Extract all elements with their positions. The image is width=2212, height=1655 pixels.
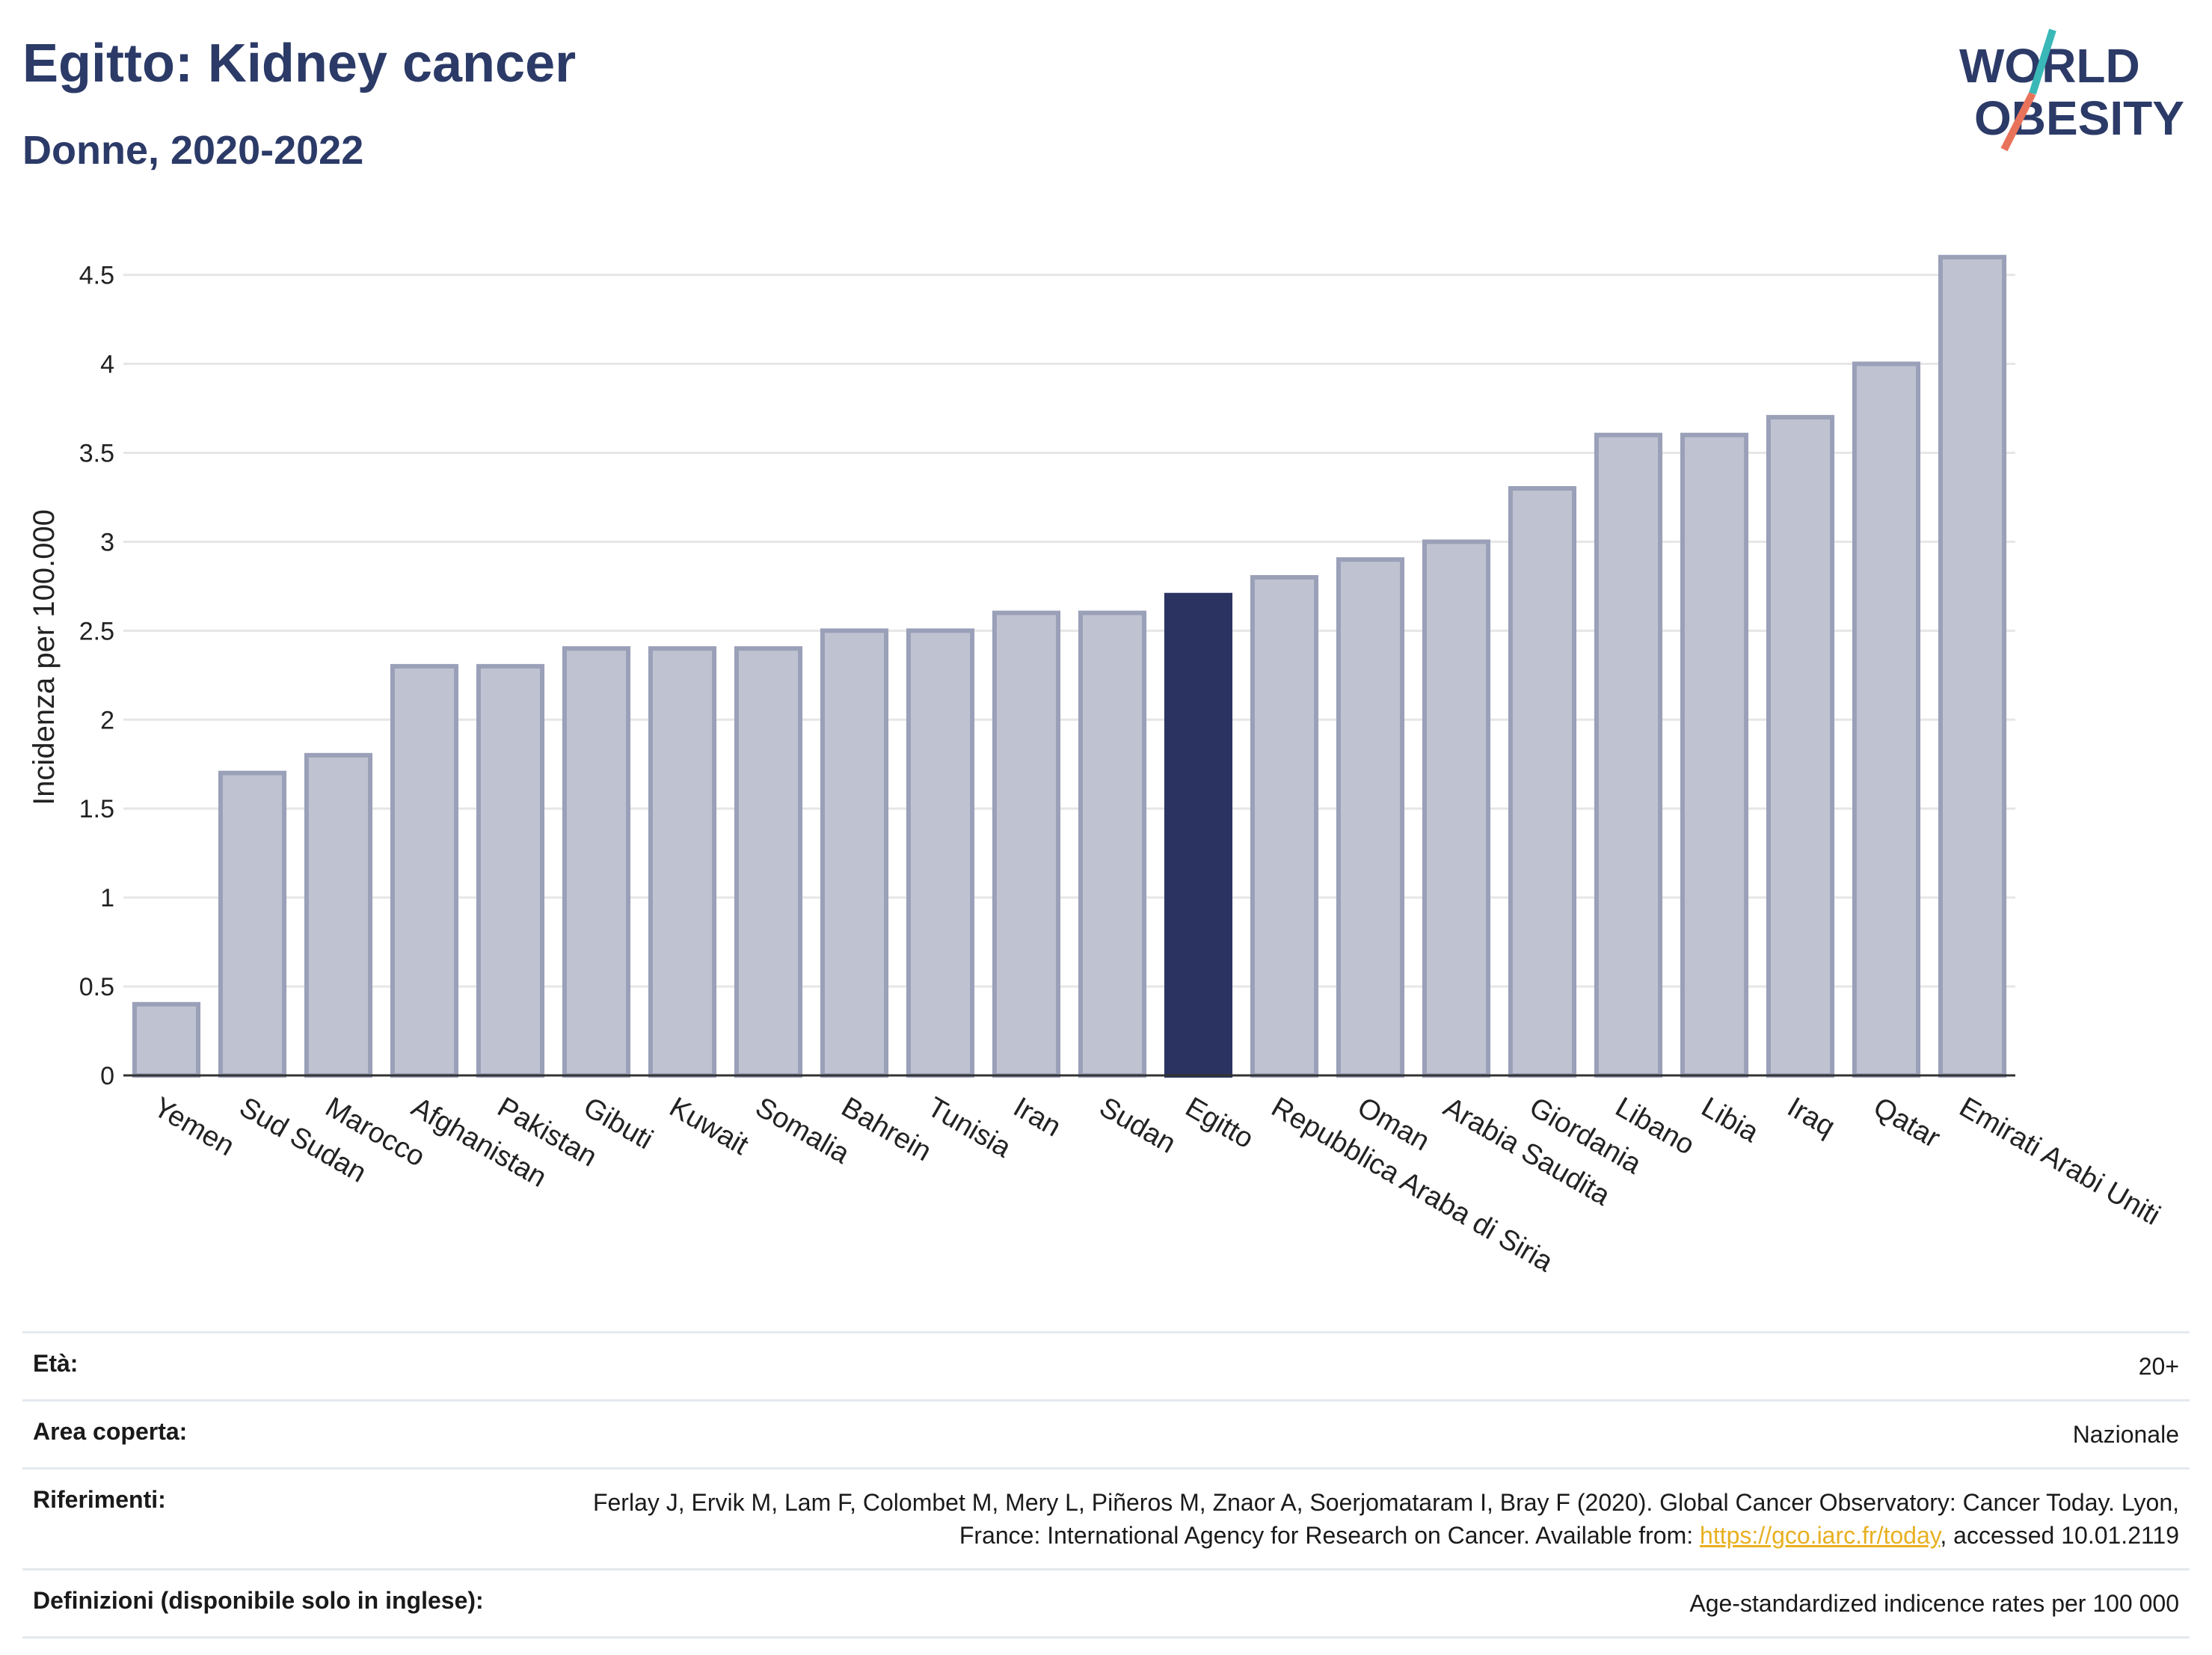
y-tick-label: 1.5 [79, 795, 114, 823]
bar [1766, 414, 1835, 1078]
bar [648, 646, 717, 1078]
page-subtitle: Donne, 2020-2022 [22, 128, 364, 173]
x-tick-label: Iraq [1782, 1091, 1840, 1143]
page-title: Egitto: Kidney cancer [22, 34, 577, 93]
reference-text: Ferlay J, Ervik M, Lam F, Colombet M, Me… [592, 1489, 2179, 1549]
x-tick-label: Libia [1696, 1091, 1764, 1149]
meta-row-references: Riferimenti: Ferlay J, Ervik M, Lam F, C… [22, 1467, 2190, 1568]
y-tick-label: 2 [100, 706, 114, 734]
bar [218, 770, 287, 1078]
y-tick-label: 4.5 [79, 262, 114, 290]
meta-label: Riferimenti: [33, 1486, 166, 1513]
x-tick-label: Tunisia [922, 1091, 1017, 1164]
y-tick-label: 3 [100, 528, 114, 556]
x-tick-label: Iran [1008, 1091, 1066, 1143]
bar [304, 752, 373, 1078]
y-tick-label: 2.5 [79, 617, 114, 645]
metadata-table: Età: 20+ Area coperta: Nazionale Riferim… [22, 1331, 2190, 1639]
meta-value: Age-standardized indicence rates per 100… [1689, 1590, 2179, 1617]
y-tick-label: 0.5 [79, 973, 114, 1001]
bar [906, 628, 975, 1078]
reference-accessed: , accessed 10.01.2119 [1940, 1522, 2179, 1549]
logo-slash-teal [2029, 28, 2056, 95]
meta-row-definitions: Definizioni (disponibile solo in inglese… [22, 1568, 2190, 1639]
x-tick-label: Egitto [1180, 1091, 1259, 1155]
bar [992, 610, 1061, 1078]
bar [734, 646, 803, 1078]
y-axis-ticks: 0 0.5 1 1.5 2 2.5 3 3.5 4 4.5 [79, 262, 114, 1090]
bar [1680, 432, 1749, 1078]
y-axis-label: Incidenza per 100.000 [28, 509, 61, 805]
logo-slash-coral [2000, 91, 2036, 152]
bar [1078, 610, 1147, 1078]
meta-label: Definizioni (disponibile solo in inglese… [33, 1587, 484, 1614]
y-tick-label: 0 [100, 1062, 114, 1090]
x-tick-label: Kuwait [664, 1091, 754, 1161]
bar [1164, 592, 1233, 1078]
bar [1594, 432, 1663, 1078]
world-obesity-logo: WORLD OBESITY [1959, 28, 2184, 152]
x-tick-label: Somalia [750, 1091, 855, 1170]
meta-value: 20+ [2138, 1353, 2179, 1380]
bar [132, 1001, 201, 1078]
bar [562, 646, 631, 1078]
meta-value: Ferlay J, Ervik M, Lam F, Colombet M, Me… [534, 1486, 2179, 1552]
x-tick-label: Yemen [148, 1091, 239, 1162]
x-tick-label: Qatar [1868, 1091, 1946, 1154]
bar [390, 663, 459, 1078]
meta-row-age: Età: 20+ [22, 1331, 2190, 1399]
bar [1250, 574, 1319, 1078]
reference-link[interactable]: https://gco.iarc.fr/today [1700, 1522, 1941, 1549]
chart-bars [132, 254, 2007, 1078]
meta-value: Nazionale [2072, 1421, 2179, 1448]
y-tick-label: 4 [100, 351, 114, 379]
bar [820, 628, 889, 1078]
meta-label: Età: [33, 1350, 79, 1377]
x-tick-label: Bahrein [836, 1091, 936, 1167]
bar [1508, 486, 1577, 1078]
y-tick-label: 3.5 [79, 439, 114, 467]
bar [1336, 557, 1405, 1078]
bar [1422, 539, 1491, 1078]
logo-line2: OBESITY [1974, 91, 2184, 145]
bar [476, 663, 545, 1078]
bar [1938, 254, 2007, 1078]
bar [1852, 361, 1921, 1078]
y-tick-label: 1 [100, 884, 114, 912]
x-tick-label: Sudan [1094, 1091, 1181, 1159]
meta-label: Area coperta: [33, 1418, 188, 1445]
x-tick-label: Emirati Arabi Uniti [1954, 1091, 2166, 1231]
meta-row-area: Area coperta: Nazionale [22, 1399, 2190, 1467]
